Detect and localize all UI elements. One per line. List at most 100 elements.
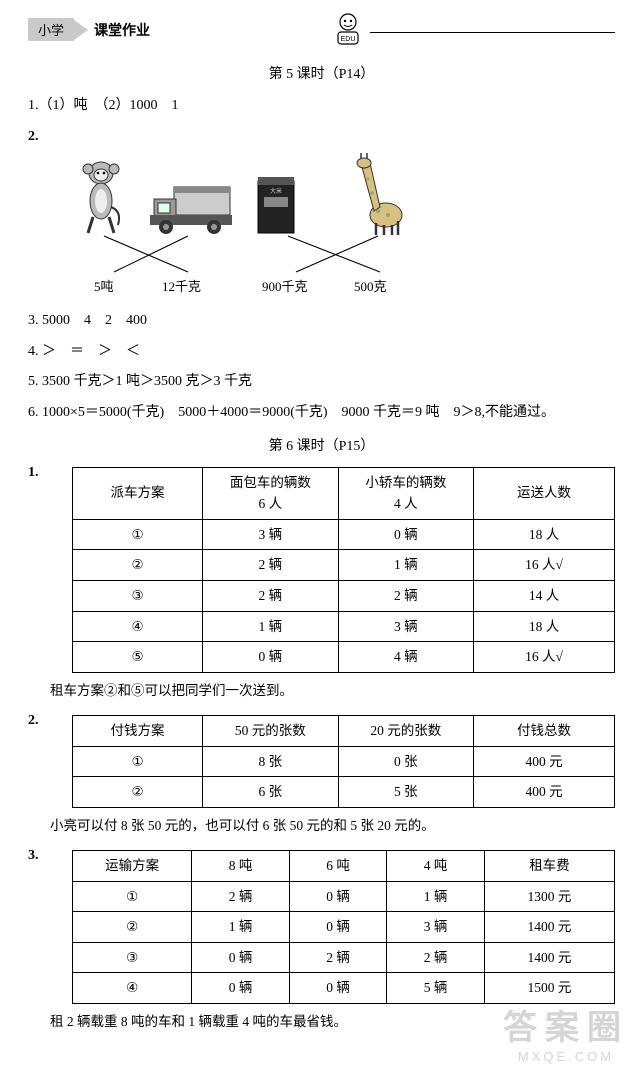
- watermark-big: 答案圈: [503, 1000, 629, 1049]
- table-cell: 1 辆: [338, 550, 474, 581]
- table-cell: 14 人: [474, 580, 615, 611]
- match-image-0: [78, 159, 124, 242]
- table-header: 运送人数: [474, 467, 615, 519]
- table-header: 运输方案: [73, 851, 192, 882]
- table-cell: ①: [73, 519, 203, 550]
- table-cell: 1 辆: [203, 611, 339, 642]
- t1-qnum: 1.: [28, 465, 50, 481]
- match-image-3: [348, 153, 408, 242]
- header-tab: 小学: [28, 18, 74, 41]
- table-cell: 1300 元: [484, 881, 614, 912]
- table-cell: 5 张: [338, 777, 474, 808]
- table-cell: 1400 元: [484, 942, 614, 973]
- q6-3: 3. 运输方案8 吨6 吨4 吨租车费①2 辆0 辆1 辆1300 元②1 辆0…: [28, 848, 615, 1004]
- table-cell: 3 辆: [387, 912, 485, 943]
- table-cell: 2 辆: [192, 881, 290, 912]
- table-2: 付钱方案50 元的张数20 元的张数付钱总数①8 张0 张400 元②6 张5 …: [72, 715, 615, 808]
- table-header: 租车费: [484, 851, 614, 882]
- t2-note: 小亮可以付 8 张 50 元的，也可以付 6 张 50 元的和 5 张 20 元…: [50, 814, 615, 838]
- table-cell: 0 辆: [203, 642, 339, 673]
- table-header: 小轿车的辆数4 人: [338, 467, 474, 519]
- table-cell: 3 辆: [338, 611, 474, 642]
- match-label-0: 5吨: [94, 276, 114, 295]
- table-cell: 1 辆: [387, 881, 485, 912]
- mascot-icon: EDU: [328, 12, 368, 48]
- matching-diagram: 大米 5吨 12千克 900千克 500克: [34, 154, 615, 304]
- table-cell: 18 人: [474, 519, 615, 550]
- table-cell: 400 元: [474, 777, 615, 808]
- q6: 6. 1000×5＝5000(千克) 5000＋4000＝9000(千克) 90…: [28, 400, 615, 427]
- table-row: ②2 辆1 辆16 人√: [73, 550, 615, 581]
- table-row: ③2 辆2 辆14 人: [73, 580, 615, 611]
- svg-text:EDU: EDU: [341, 36, 356, 43]
- table-cell: ③: [73, 580, 203, 611]
- table-cell: 2 辆: [203, 550, 339, 581]
- table-cell: 2 辆: [289, 942, 387, 973]
- watermark: 答案圈 MXQE.COM: [503, 1000, 629, 1064]
- table-cell: 0 辆: [192, 973, 290, 1004]
- table-cell: 8 张: [203, 746, 339, 777]
- watermark-small: MXQE.COM: [503, 1049, 629, 1064]
- table-cell: 2 辆: [387, 942, 485, 973]
- table-cell: ①: [73, 881, 192, 912]
- table-cell: 0 辆: [289, 973, 387, 1004]
- match-label-2: 900千克: [262, 276, 308, 295]
- table-header: 20 元的张数: [338, 716, 474, 747]
- header-title: 课堂作业: [94, 20, 150, 40]
- table-cell: 6 张: [203, 777, 339, 808]
- table-row: ④1 辆3 辆18 人: [73, 611, 615, 642]
- table-row: ②1 辆0 辆3 辆1400 元: [73, 912, 615, 943]
- t2-qnum: 2.: [28, 713, 50, 729]
- table-header: 4 吨: [387, 851, 485, 882]
- table-row: ⑤0 辆4 辆16 人√: [73, 642, 615, 673]
- page: 小学 课堂作业 EDU 第 5 课时（P14） 1.（1）吨 （2）1000 1…: [0, 0, 643, 1074]
- table-cell: 4 辆: [338, 642, 474, 673]
- chevron-right-icon: [74, 20, 88, 40]
- table-cell: 0 辆: [192, 942, 290, 973]
- table-row: ①2 辆0 辆1 辆1300 元: [73, 881, 615, 912]
- q2-num: 2.: [28, 129, 39, 144]
- t1-note: 租车方案②和⑤可以把同学们一次送到。: [50, 679, 615, 703]
- table-header: 面包车的辆数6 人: [203, 467, 339, 519]
- table-row: ①8 张0 张400 元: [73, 746, 615, 777]
- table-cell: 1400 元: [484, 912, 614, 943]
- table-cell: ②: [73, 777, 203, 808]
- q4: 4. ＞ ＝ ＞ ＜: [28, 339, 615, 366]
- table-cell: 2 辆: [338, 580, 474, 611]
- table-3: 运输方案8 吨6 吨4 吨租车费①2 辆0 辆1 辆1300 元②1 辆0 辆3…: [72, 850, 615, 1004]
- q6-1: 1. 派车方案面包车的辆数6 人小轿车的辆数4 人运送人数①3 辆0 辆18 人…: [28, 465, 615, 673]
- table-header: 派车方案: [73, 467, 203, 519]
- table-header: 8 吨: [192, 851, 290, 882]
- table-header: 付钱方案: [73, 716, 203, 747]
- table-row: ③0 辆2 辆2 辆1400 元: [73, 942, 615, 973]
- lesson6-title: 第 6 课时（P15）: [28, 435, 615, 455]
- table-row: ④0 辆0 辆5 辆1500 元: [73, 973, 615, 1004]
- q5: 5. 3500 千克＞1 吨＞3500 克＞3 千克: [28, 369, 615, 396]
- table-cell: 2 辆: [203, 580, 339, 611]
- table-header: 付钱总数: [474, 716, 615, 747]
- table-cell: 18 人: [474, 611, 615, 642]
- table-cell: 16 人√: [474, 550, 615, 581]
- table-1: 派车方案面包车的辆数6 人小轿车的辆数4 人运送人数①3 辆0 辆18 人②2 …: [72, 467, 615, 673]
- q1: 1.（1）吨 （2）1000 1: [28, 93, 615, 120]
- table-cell: 0 张: [338, 746, 474, 777]
- match-label-1: 12千克: [162, 276, 201, 295]
- match-image-1: [148, 179, 236, 242]
- match-label-3: 500克: [354, 276, 387, 295]
- table-cell: ②: [73, 550, 203, 581]
- table-cell: ④: [73, 973, 192, 1004]
- t3-qnum: 3.: [28, 848, 50, 864]
- table-row: ①3 辆0 辆18 人: [73, 519, 615, 550]
- table-cell: ①: [73, 746, 203, 777]
- table-cell: 5 辆: [387, 973, 485, 1004]
- table-header: 50 元的张数: [203, 716, 339, 747]
- q6-2: 2. 付钱方案50 元的张数20 元的张数付钱总数①8 张0 张400 元②6 …: [28, 713, 615, 808]
- table-cell: 0 辆: [289, 912, 387, 943]
- lesson5-title: 第 5 课时（P14）: [28, 63, 615, 83]
- header-rule: [370, 32, 615, 33]
- table-cell: 1500 元: [484, 973, 614, 1004]
- table-cell: 400 元: [474, 746, 615, 777]
- table-cell: 3 辆: [203, 519, 339, 550]
- match-image-2: 大米: [254, 175, 298, 242]
- table-cell: ④: [73, 611, 203, 642]
